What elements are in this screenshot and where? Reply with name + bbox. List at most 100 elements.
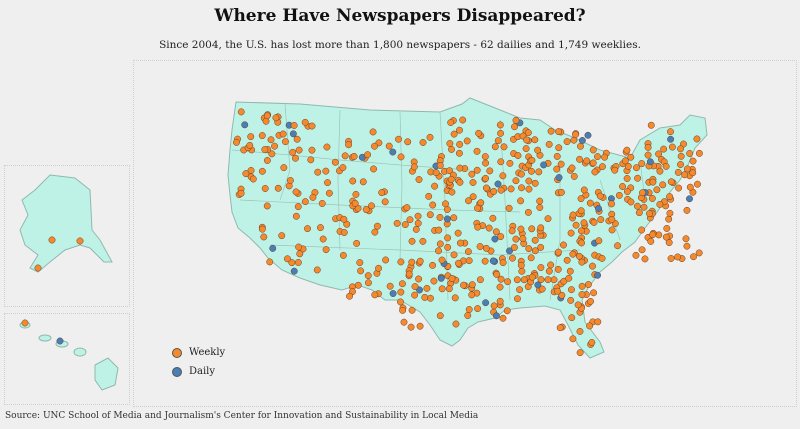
weekly-dot (572, 221, 580, 229)
weekly-dot (403, 204, 411, 212)
weekly-dot (608, 226, 616, 234)
weekly-dot (535, 168, 543, 176)
weekly-dot (538, 285, 546, 293)
alaska-shape (19, 174, 113, 273)
weekly-dot (435, 247, 442, 255)
mainland-us-shape (227, 97, 708, 359)
weekly-dot (663, 224, 671, 232)
weekly-dot (286, 177, 294, 184)
weekly-dot (563, 138, 571, 146)
weekly-dot (518, 267, 526, 275)
weekly-dot (349, 177, 357, 185)
weekly-dot (570, 172, 578, 180)
weekly-dot (482, 184, 490, 192)
weekly-dot (492, 228, 500, 236)
weekly-dot (362, 206, 370, 214)
hawaii-island-small (38, 334, 52, 342)
weekly-dot (456, 140, 464, 148)
weekly-dot (649, 178, 657, 186)
weekly-dot (340, 215, 348, 223)
weekly-dot (430, 277, 438, 285)
weekly-dot (656, 200, 664, 208)
weekly-dot (518, 184, 526, 192)
weekly-dot (447, 119, 455, 126)
daily-dot (646, 158, 654, 166)
weekly-dot (267, 136, 275, 144)
weekly-dot (481, 257, 489, 265)
weekly-dot (294, 259, 302, 266)
weekly-dot (574, 301, 582, 309)
weekly-dot (496, 297, 504, 305)
weekly-dot (455, 259, 462, 267)
weekly-dot (677, 152, 685, 160)
weekly-dot (397, 153, 405, 161)
weekly-dot (415, 176, 423, 183)
weekly-dot (456, 164, 464, 172)
weekly-dot (569, 250, 577, 258)
weekly-dot (482, 244, 490, 252)
weekly-dot (260, 233, 268, 241)
daily-dot (56, 337, 64, 345)
alaska-inset-frame (4, 165, 130, 307)
weekly-dot (468, 291, 476, 299)
weekly-dot (309, 193, 317, 201)
weekly-dot (578, 258, 586, 266)
weekly-dot (555, 144, 563, 152)
weekly-dot (408, 306, 416, 314)
weekly-dot (385, 142, 393, 150)
weekly-dot (524, 208, 532, 216)
weekly-dot (386, 282, 394, 290)
daily-dot (584, 131, 592, 139)
weekly-dot (411, 291, 419, 299)
weekly-dot (477, 199, 485, 207)
weekly-dot (594, 153, 601, 161)
daily-dot (540, 161, 548, 169)
weekly-dot (547, 261, 555, 269)
weekly-dot (371, 291, 379, 299)
weekly-dot (242, 170, 250, 178)
weekly-dot (444, 243, 452, 251)
weekly-dot (569, 211, 577, 219)
weekly-dot (447, 175, 455, 183)
weekly-dot (258, 167, 266, 175)
weekly-dot (513, 276, 521, 284)
weekly-dot (464, 248, 472, 256)
weekly-dot (627, 153, 635, 161)
weekly-dot (667, 128, 674, 136)
weekly-dot (445, 285, 453, 293)
weekly-dot (556, 324, 564, 332)
weekly-dot (504, 278, 512, 286)
weekly-dot (322, 167, 330, 175)
map-subtitle: Since 2004, the U.S. has lost more than … (159, 39, 641, 51)
weekly-dot (448, 275, 456, 282)
weekly-dot (368, 202, 375, 210)
weekly-dot (528, 167, 535, 175)
weekly-dot (292, 212, 300, 220)
weekly-dot (456, 239, 464, 247)
weekly-dot (455, 149, 463, 157)
weekly-dot (408, 258, 416, 266)
weekly-dot (553, 152, 561, 160)
weekly-dot (473, 147, 481, 155)
weekly-dot (659, 181, 667, 189)
weekly-dot (465, 257, 473, 265)
weekly-dot (263, 157, 271, 164)
weekly-dot (263, 112, 271, 120)
weekly-dot (525, 177, 533, 185)
weekly-dot (576, 327, 584, 335)
weekly-dot (357, 267, 365, 275)
weekly-dot (426, 211, 434, 219)
weekly-dot (565, 274, 573, 282)
weekly-dot (512, 116, 520, 124)
daily-dot (506, 247, 513, 255)
weekly-dot (475, 129, 483, 137)
weekly-dot (416, 257, 424, 265)
weekly-dot (634, 174, 642, 182)
weekly-dot (615, 191, 623, 199)
daily-dot (241, 121, 249, 129)
weekly-dot (474, 305, 482, 313)
weekly-dot (282, 138, 289, 146)
weekly-dot (371, 142, 378, 150)
weekly-dot (497, 186, 505, 194)
weekly-dot (499, 314, 507, 322)
